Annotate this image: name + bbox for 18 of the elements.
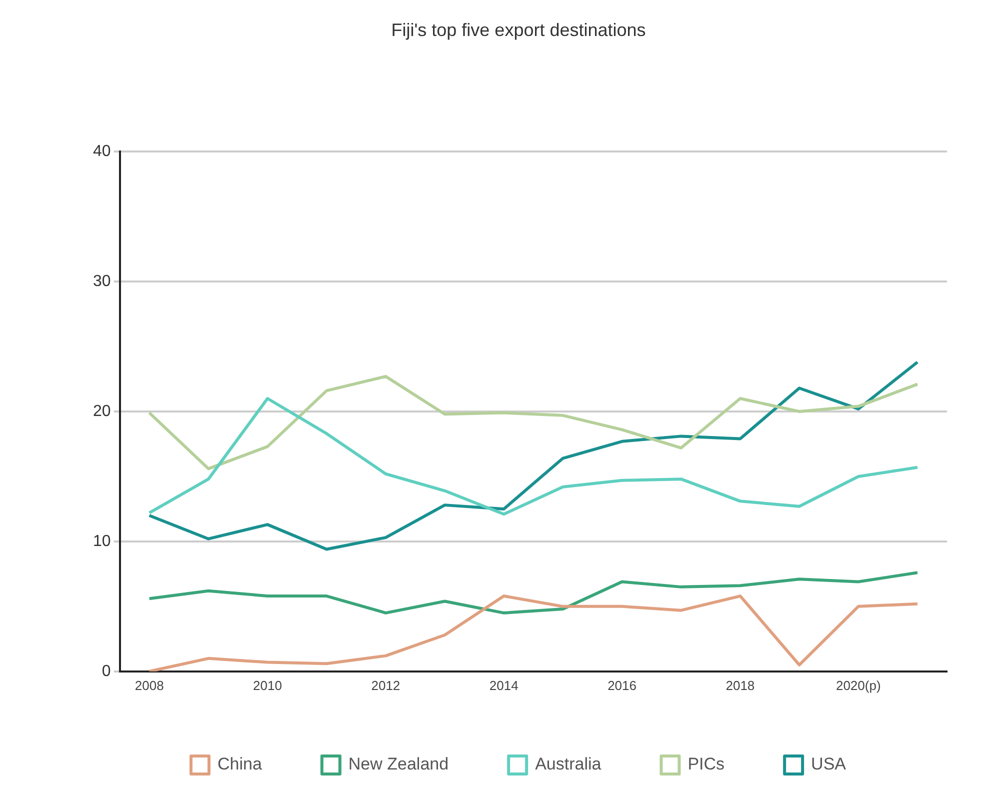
y-tick-label: 0: [102, 662, 111, 680]
legend-label: China: [217, 754, 262, 774]
x-tick-label: 2014: [489, 678, 518, 693]
y-tick-label: 20: [93, 402, 111, 420]
x-tick-label: 2012: [371, 678, 400, 693]
x-tick-label: 2008: [134, 678, 164, 693]
x-tick-label: 2020(p): [836, 678, 881, 693]
legend-label: PICs: [688, 754, 725, 774]
legend-label: Australia: [535, 754, 602, 774]
legend-label: New Zealand: [348, 754, 449, 774]
y-tick-label: 30: [93, 272, 111, 290]
legend-label: USA: [811, 754, 847, 774]
chart-title: Fiji's top five export destinations: [391, 20, 646, 40]
x-tick-label: 2018: [726, 678, 755, 693]
y-tick-label: 40: [93, 143, 111, 160]
y-tick-label: 10: [93, 532, 111, 550]
x-tick-label: 2010: [253, 678, 282, 693]
x-tick-label: 2016: [608, 678, 636, 693]
